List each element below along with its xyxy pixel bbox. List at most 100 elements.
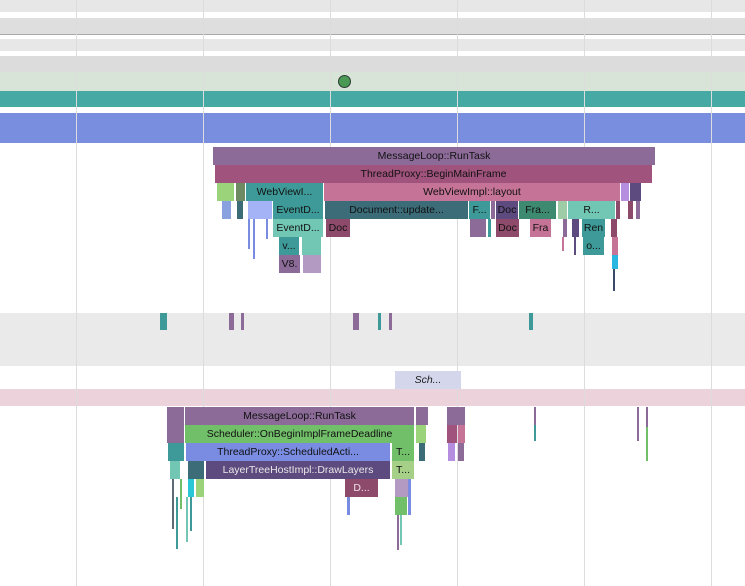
r-slice[interactable]: R... <box>568 201 616 219</box>
small-slice[interactable] <box>248 219 250 249</box>
instant-event[interactable] <box>229 313 234 330</box>
small-slice[interactable] <box>253 219 255 259</box>
instant-event[interactable] <box>353 313 359 330</box>
event-dispatch-slice[interactable]: EventD... <box>273 201 324 219</box>
small-slice[interactable] <box>630 183 642 201</box>
small-slice[interactable] <box>222 201 232 219</box>
small-slice[interactable] <box>237 201 244 219</box>
small-slice[interactable] <box>176 497 178 549</box>
small-slice[interactable] <box>408 479 411 515</box>
small-slice[interactable] <box>470 219 487 237</box>
small-slice[interactable] <box>303 255 321 273</box>
instant-event[interactable] <box>378 313 381 330</box>
small-slice[interactable] <box>488 219 492 237</box>
doc-slice[interactable]: Doc <box>496 201 519 219</box>
thread-proxy-scheduled-action-slice[interactable]: ThreadProxy::ScheduledActi... <box>186 443 391 461</box>
small-slice[interactable] <box>448 443 455 461</box>
small-slice[interactable] <box>458 425 465 443</box>
circle-marker-icon[interactable] <box>338 75 351 88</box>
small-slice[interactable] <box>397 515 399 550</box>
scheduler-async-slice[interactable]: Sch... <box>395 371 461 389</box>
small-slice[interactable] <box>447 407 465 425</box>
message-loop-run-task-slice[interactable]: MessageLoop::RunTask <box>213 147 656 165</box>
thread-proxy-begin-main-frame-slice[interactable]: ThreadProxy::BeginMainFrame <box>215 165 652 183</box>
small-slice[interactable] <box>172 479 174 529</box>
v8-slice[interactable]: V8. <box>279 255 301 273</box>
small-slice[interactable] <box>574 237 576 255</box>
grid-line <box>457 0 458 586</box>
small-slice[interactable] <box>416 407 428 425</box>
small-slice[interactable] <box>447 425 457 443</box>
message-loop-run-task-slice[interactable]: MessageLoop::RunTask <box>185 407 415 425</box>
frame-slice[interactable]: Fra... <box>519 201 557 219</box>
small-slice[interactable] <box>190 497 192 531</box>
small-slice[interactable] <box>395 497 407 515</box>
small-slice[interactable] <box>170 461 181 479</box>
small-slice[interactable] <box>646 407 648 427</box>
small-slice[interactable] <box>491 201 496 219</box>
small-slice[interactable] <box>416 425 426 443</box>
small-slice[interactable] <box>395 479 411 497</box>
small-slice[interactable] <box>612 255 618 269</box>
small-slice[interactable] <box>236 183 246 201</box>
small-slice[interactable] <box>188 461 205 479</box>
small-slice[interactable] <box>248 201 273 219</box>
small-slice[interactable] <box>616 201 621 219</box>
render-slice[interactable]: Ren <box>582 219 606 237</box>
small-slice[interactable] <box>196 479 205 497</box>
track-band-sage <box>0 72 745 91</box>
small-slice[interactable] <box>458 443 464 461</box>
instant-event[interactable] <box>389 313 392 330</box>
small-slice[interactable] <box>167 425 185 443</box>
small-slice[interactable] <box>612 237 618 255</box>
instant-event[interactable] <box>241 313 244 330</box>
instant-event[interactable] <box>529 313 533 330</box>
small-slice[interactable] <box>562 237 564 251</box>
grid-line <box>330 0 331 586</box>
track-band-gray <box>0 56 745 72</box>
event-dispatch-slice[interactable]: EventD... <box>273 219 324 237</box>
track-divider <box>0 34 745 35</box>
layer-tree-host-impl-draw-layers-slice[interactable]: LayerTreeHostImpl::DrawLayers <box>206 461 391 479</box>
o-slice[interactable]: o... <box>583 237 605 255</box>
f-slice[interactable]: F... <box>469 201 491 219</box>
fra-slice[interactable]: Fra <box>530 219 552 237</box>
small-slice[interactable] <box>637 407 639 441</box>
small-slice[interactable] <box>646 427 648 461</box>
document-update-slice[interactable]: Document::update... <box>325 201 469 219</box>
doc-slice[interactable]: Doc <box>326 219 351 237</box>
scheduler-on-begin-impl-frame-deadline-slice[interactable]: Scheduler::OnBeginImplFrameDeadline <box>185 425 415 443</box>
small-slice[interactable] <box>167 407 185 425</box>
t-slice[interactable]: T... <box>392 443 414 461</box>
d-slice[interactable]: D... <box>345 479 378 497</box>
v-slice[interactable]: v... <box>279 237 300 255</box>
grid-line <box>711 0 712 586</box>
small-slice[interactable] <box>613 269 615 291</box>
small-slice[interactable] <box>217 183 235 201</box>
web-view-impl-slice[interactable]: WebViewI... <box>246 183 324 201</box>
grid-line <box>584 0 585 586</box>
small-slice[interactable] <box>400 515 402 545</box>
small-slice[interactable] <box>419 443 425 461</box>
small-slice[interactable] <box>188 479 195 497</box>
t-slice[interactable]: T... <box>392 461 414 479</box>
small-slice[interactable] <box>186 497 188 542</box>
small-slice[interactable] <box>266 219 268 239</box>
small-slice[interactable] <box>563 219 568 237</box>
small-slice[interactable] <box>180 479 182 509</box>
small-slice[interactable] <box>168 443 185 461</box>
web-view-impl-layout-slice[interactable]: WebViewImpl::layout <box>324 183 621 201</box>
doc-slice[interactable]: Doc <box>496 219 520 237</box>
track-band-blue <box>0 113 745 143</box>
small-slice[interactable] <box>534 425 536 441</box>
small-slice[interactable] <box>572 219 580 237</box>
small-slice[interactable] <box>302 237 322 255</box>
small-slice[interactable] <box>621 183 630 201</box>
small-slice[interactable] <box>558 201 568 219</box>
small-slice[interactable] <box>534 407 536 441</box>
small-slice[interactable] <box>628 201 633 219</box>
small-slice[interactable] <box>611 219 617 237</box>
instant-event[interactable] <box>160 313 167 330</box>
small-slice[interactable] <box>347 497 350 515</box>
small-slice[interactable] <box>636 201 640 219</box>
